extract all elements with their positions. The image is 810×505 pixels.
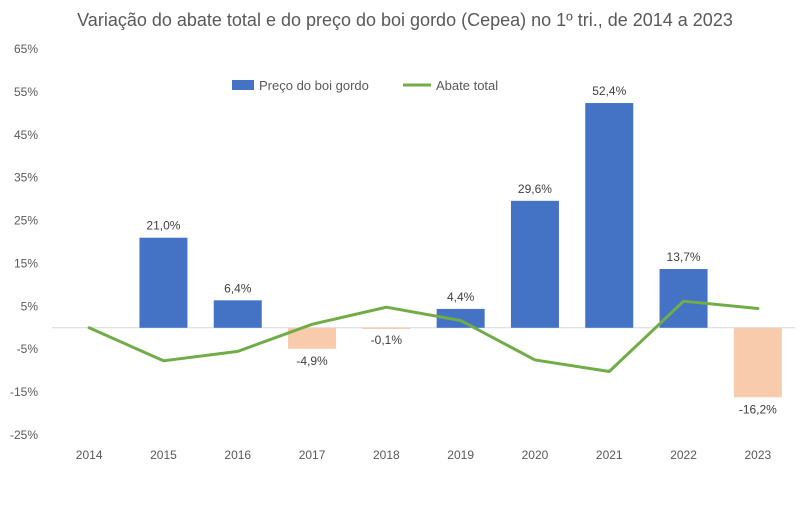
y-tick-label: -5% [17,342,39,356]
data-label: 29,6% [518,182,552,196]
x-tick-label: 2016 [224,448,251,462]
legend-swatch-bar [232,80,254,90]
data-label: 4,4% [447,290,475,304]
line-abate-total [87,299,760,374]
data-label: -16,2% [739,402,777,416]
data-label: 52,4% [592,84,626,98]
bar [288,327,337,349]
bar [585,103,634,328]
bar [362,327,411,329]
data-label: 21,0% [146,219,180,233]
data-label: 13,7% [667,250,701,264]
y-tick-label: 55% [14,85,38,99]
x-tick-label: 2017 [299,448,326,462]
y-tick-label: 45% [14,128,38,142]
x-tick-label: 2020 [522,448,549,462]
x-tick-label: 2022 [670,448,697,462]
chart-title: Variação do abate total e do preço do bo… [77,10,733,30]
x-tick-label: 2014 [76,448,103,462]
y-tick-label: 65% [14,42,38,56]
legend-label-line: Abate total [436,78,498,93]
bar [213,300,262,328]
bar [139,237,188,328]
y-tick-label: -25% [10,428,38,442]
y-tick-label: 25% [14,214,38,228]
data-label: -4,9% [296,354,328,368]
x-tick-label: 2018 [373,448,400,462]
bar [733,327,782,398]
x-tick-label: 2023 [744,448,771,462]
legend-label-bar: Preço do boi gordo [259,78,369,93]
data-label: -0,1% [371,333,403,347]
line-series [87,299,760,374]
x-tick-label: 2019 [447,448,474,462]
bar-series [139,103,782,398]
legend: Preço do boi gordo Abate total [232,78,498,93]
data-labels: 21,0% 6,4% -4,9% -0,1% 4,4% 29,6% 52,4% 13,7% -1… [146,84,777,416]
x-tick-label: 2021 [596,448,623,462]
y-tick-label: 35% [14,171,38,185]
bar [510,200,559,328]
x-tick-label: 2015 [150,448,177,462]
data-label: 6,4% [224,281,252,295]
y-axis: -25% -15% -5% 5% 15% 25% 35% 45% 55% 65% [10,42,38,442]
y-tick-label: 5% [21,299,39,313]
x-axis: 2014 2015 2016 2017 2018 2019 2020 2021 2022 2023 [52,327,795,462]
y-tick-label: -15% [10,385,38,399]
y-tick-label: 15% [14,256,38,270]
bar [436,308,485,328]
